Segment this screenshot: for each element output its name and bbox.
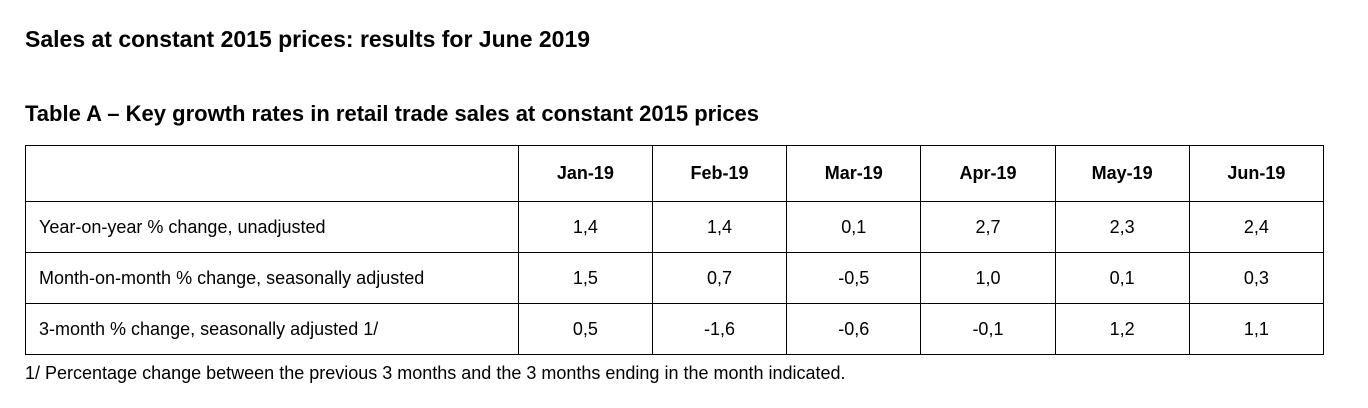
column-header: May-19 — [1054, 145, 1190, 202]
table-cell: 0,7 — [651, 252, 788, 304]
column-header: Apr-19 — [920, 145, 1056, 202]
table-title: Table A – Key growth rates in retail tra… — [25, 101, 760, 126]
growth-rates-table: Jan-19 Feb-19 Mar-19 Apr-19 May-19 Jun-1… — [25, 145, 1325, 355]
table-cell: -1,6 — [651, 303, 788, 355]
column-header: Feb-19 — [651, 145, 788, 202]
table-cell: 1,0 — [920, 252, 1056, 304]
header-empty-cell — [25, 145, 519, 202]
row-label: 3-month % change, seasonally adjusted 1/ — [25, 303, 519, 355]
table-cell: 1,4 — [651, 201, 788, 253]
table-cell: 2,3 — [1054, 201, 1190, 253]
table-row: 3-month % change, seasonally adjusted 1/… — [25, 303, 1325, 355]
table-cell: 1,1 — [1188, 303, 1325, 355]
row-label: Year-on-year % change, unadjusted — [25, 201, 519, 253]
table-cell: 0,1 — [786, 201, 922, 253]
table-row: Year-on-year % change, unadjusted 1,4 1,… — [25, 201, 1325, 253]
column-header: Jun-19 — [1188, 145, 1325, 202]
table-cell: -0,5 — [786, 252, 922, 304]
table-cell: -0,1 — [920, 303, 1056, 355]
table-cell: 2,4 — [1188, 201, 1325, 253]
row-label: Month-on-month % change, seasonally adju… — [25, 252, 519, 304]
table-cell: 1,5 — [517, 252, 653, 304]
page-heading: Sales at constant 2015 prices: results f… — [25, 26, 591, 52]
column-header: Jan-19 — [517, 145, 653, 202]
table-cell: 1,2 — [1054, 303, 1190, 355]
table-cell: 0,3 — [1188, 252, 1325, 304]
table-cell: 1,4 — [517, 201, 653, 253]
table-cell: 2,7 — [920, 201, 1056, 253]
footnote: 1/ Percentage change between the previou… — [25, 363, 846, 383]
column-header: Mar-19 — [786, 145, 922, 202]
table-row: Month-on-month % change, seasonally adju… — [25, 252, 1325, 304]
table-cell: 0,5 — [517, 303, 653, 355]
table-cell: 0,1 — [1054, 252, 1190, 304]
table-cell: -0,6 — [786, 303, 922, 355]
table-header-row: Jan-19 Feb-19 Mar-19 Apr-19 May-19 Jun-1… — [25, 145, 1325, 202]
